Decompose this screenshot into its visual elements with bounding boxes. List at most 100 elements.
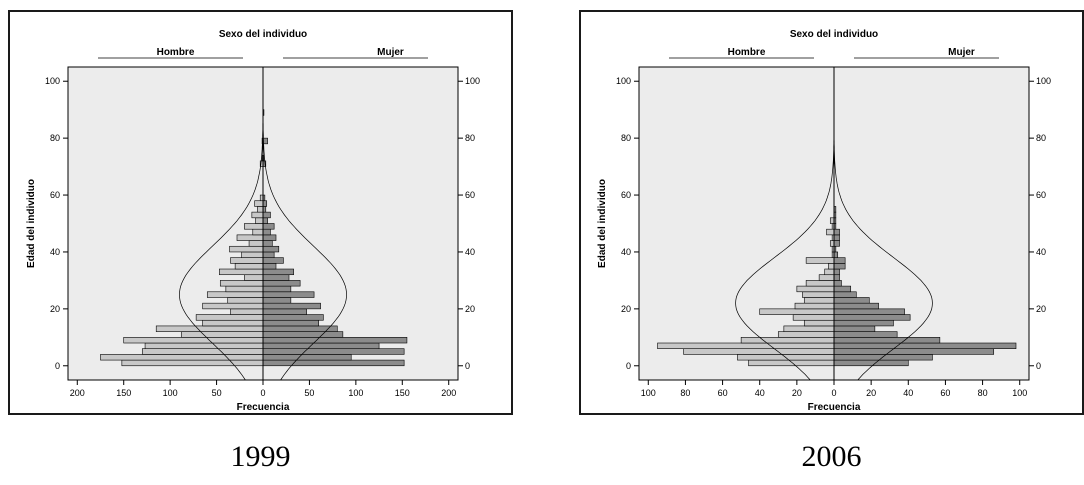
y-axis-label: Edad del individuo bbox=[26, 179, 37, 268]
x-tick-label-0: 200 bbox=[70, 388, 85, 398]
bar-mujer-13 bbox=[833, 285, 852, 293]
bar-mujer-4 bbox=[262, 337, 408, 344]
bar-mujer-10 bbox=[262, 302, 321, 310]
y-tick-label-right-2: 40 bbox=[465, 247, 475, 257]
bar-hombre-9 bbox=[759, 308, 835, 315]
bar-mujer-12 bbox=[833, 291, 857, 298]
bar-mujer-17 bbox=[833, 263, 846, 270]
bar-mujer-18 bbox=[833, 257, 846, 264]
bar-hombre-17 bbox=[828, 263, 835, 270]
x-tick-label-1: 80 bbox=[680, 388, 690, 398]
x-axis-label: Frecuencia bbox=[237, 402, 290, 413]
x-tick-label-2: 100 bbox=[163, 388, 178, 398]
bar-hombre-10 bbox=[202, 302, 264, 310]
bar-mujer-25 bbox=[262, 217, 268, 224]
chart-title: Sexo del individuo bbox=[790, 29, 878, 40]
bar-mujer-18 bbox=[262, 257, 284, 264]
x-tick-label-8: 60 bbox=[940, 388, 950, 398]
bar-hombre-25 bbox=[255, 217, 264, 224]
bar-mujer-17 bbox=[262, 263, 277, 270]
bar-mujer-19 bbox=[262, 251, 275, 258]
bar-mujer-26 bbox=[262, 211, 271, 219]
x-tick-label-2: 60 bbox=[718, 388, 728, 398]
y-tick-label-left-3: 60 bbox=[621, 190, 631, 200]
bar-mujer-23 bbox=[833, 228, 840, 236]
bar-hombre-11 bbox=[803, 297, 835, 304]
bar-hombre-15 bbox=[818, 274, 835, 281]
bar-hombre-20 bbox=[229, 245, 264, 253]
x-tick-label-4: 0 bbox=[260, 388, 265, 398]
bar-mujer-12 bbox=[262, 291, 315, 298]
normal-curve-mujer bbox=[833, 109, 933, 381]
bar-hombre-13 bbox=[796, 285, 835, 293]
bar-mujer-4 bbox=[833, 337, 941, 344]
bar-hombre-19 bbox=[241, 251, 264, 258]
bar-hombre-3 bbox=[144, 342, 264, 350]
normal-curve-mujer bbox=[262, 109, 347, 381]
bar-mujer-11 bbox=[262, 297, 292, 304]
y-axis-label: Edad del individuo bbox=[597, 179, 608, 268]
bar-hombre-10 bbox=[794, 302, 835, 310]
bar-hombre-11 bbox=[227, 297, 264, 304]
y-tick-label-right-0: 0 bbox=[1036, 361, 1041, 371]
y-tick-label-right-4: 80 bbox=[1036, 133, 1046, 143]
y-tick-label-right-1: 20 bbox=[1036, 304, 1046, 314]
bar-hombre-16 bbox=[824, 268, 835, 276]
y-tick-label-left-4: 80 bbox=[621, 133, 631, 143]
x-tick-label-7: 40 bbox=[903, 388, 913, 398]
bar-hombre-18 bbox=[805, 257, 835, 264]
bar-hombre-1 bbox=[100, 354, 264, 361]
bar-mujer-0 bbox=[833, 359, 909, 367]
x-tick-label-4: 20 bbox=[792, 388, 802, 398]
bar-hombre-25 bbox=[829, 217, 835, 224]
bar-hombre-14 bbox=[805, 280, 835, 287]
bar-mujer-22 bbox=[262, 234, 277, 241]
bar-mujer-8 bbox=[833, 314, 911, 321]
bar-hombre-27 bbox=[257, 206, 264, 213]
caption-2006: 2006 bbox=[801, 440, 862, 473]
bar-hombre-2 bbox=[141, 348, 264, 355]
pyramid-panel-2006: Sexo del individuo Hombre Mujer 0 0 20 20 40 40 6… bbox=[579, 10, 1084, 415]
bar-hombre-9 bbox=[230, 308, 264, 315]
bar-mujer-28 bbox=[262, 200, 268, 207]
bar-mujer-5 bbox=[833, 331, 898, 338]
bar-hombre-5 bbox=[180, 331, 264, 338]
bar-hombre-15 bbox=[244, 274, 264, 281]
bar-mujer-0 bbox=[262, 359, 405, 367]
y-tick-label-left-5: 100 bbox=[45, 76, 60, 86]
x-tick-label-9: 80 bbox=[978, 388, 988, 398]
bar-mujer-22 bbox=[833, 234, 840, 241]
y-tick-label-left-4: 80 bbox=[50, 133, 60, 143]
x-axis-label: Frecuencia bbox=[808, 402, 861, 413]
y-tick-label-left-5: 100 bbox=[616, 76, 631, 86]
y-tick-label-left-1: 20 bbox=[621, 304, 631, 314]
pyramid-chart-1999: Sexo del individuo Hombre Mujer 0 0 20 20 40 40 6… bbox=[26, 29, 480, 413]
y-tick-label-right-5: 100 bbox=[465, 76, 480, 86]
y-tick-label-left-3: 60 bbox=[50, 190, 60, 200]
chart-title: Sexo del individuo bbox=[219, 29, 307, 40]
x-tick-label-3: 40 bbox=[755, 388, 765, 398]
bar-hombre-6 bbox=[155, 325, 264, 332]
x-tick-label-0: 100 bbox=[641, 388, 656, 398]
bar-hombre-7 bbox=[803, 319, 835, 327]
bar-mujer-6 bbox=[833, 325, 876, 332]
bar-hombre-13 bbox=[225, 285, 264, 293]
normal-curve-hombre bbox=[179, 109, 264, 381]
bar-mujer-9 bbox=[833, 308, 905, 315]
bar-hombre-12 bbox=[802, 291, 835, 298]
caption-1999: 1999 bbox=[230, 440, 291, 473]
bar-hombre-16 bbox=[219, 268, 264, 276]
bar-mujer-19 bbox=[833, 251, 839, 258]
bar-mujer-24 bbox=[262, 223, 275, 230]
x-tick-label-8: 200 bbox=[441, 388, 456, 398]
bar-mujer-5 bbox=[262, 331, 344, 338]
y-tick-label-right-2: 40 bbox=[1036, 247, 1046, 257]
x-tick-label-10: 100 bbox=[1012, 388, 1027, 398]
bar-hombre-5 bbox=[777, 331, 835, 338]
bar-mujer-7 bbox=[262, 319, 320, 327]
y-tick-label-left-1: 20 bbox=[50, 304, 60, 314]
x-tick-label-6: 20 bbox=[866, 388, 876, 398]
bar-hombre-3 bbox=[657, 342, 835, 350]
bar-mujer-11 bbox=[833, 297, 870, 304]
bar-hombre-4 bbox=[123, 337, 264, 344]
